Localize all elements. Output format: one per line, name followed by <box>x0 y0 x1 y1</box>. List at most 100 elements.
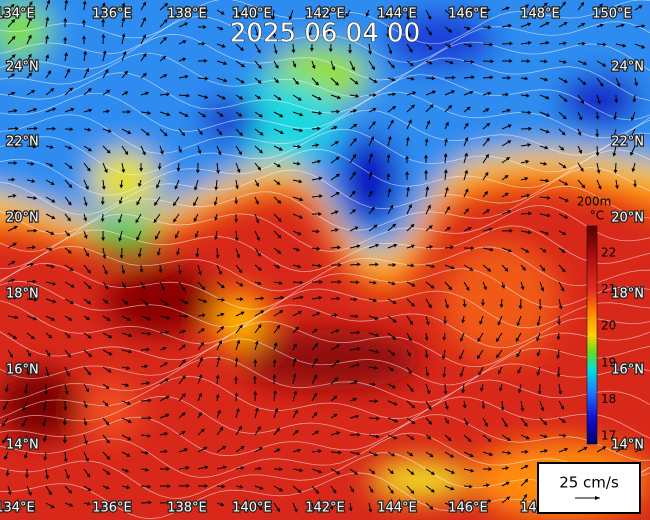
current-arrow <box>178 431 186 436</box>
current-arrow <box>153 213 161 223</box>
current-arrow <box>368 485 374 493</box>
current-arrow <box>292 77 299 85</box>
current-arrow <box>501 481 510 487</box>
current-arrow <box>518 298 523 310</box>
current-arrow <box>368 399 379 404</box>
current-arrow <box>330 313 339 318</box>
latitude-label: 20°N <box>6 211 39 226</box>
current-arrow <box>462 298 467 308</box>
current-arrow <box>159 3 169 11</box>
current-arrow <box>292 161 301 166</box>
current-arrow <box>292 390 297 402</box>
current-arrow <box>349 123 358 130</box>
current-arrow <box>198 25 207 29</box>
current-arrow <box>102 264 108 275</box>
current-arrow <box>64 179 73 189</box>
current-arrow <box>215 374 220 385</box>
current-arrow <box>406 417 416 425</box>
current-arrow <box>178 483 190 488</box>
current-arrow <box>45 54 49 62</box>
current-arrow <box>214 213 218 221</box>
current-arrow <box>501 140 512 147</box>
current-arrow <box>306 9 313 20</box>
current-arrow <box>368 280 377 285</box>
current-arrow <box>83 315 91 321</box>
current-arrow <box>159 362 168 368</box>
current-arrow <box>311 159 322 164</box>
current-arrow <box>197 501 207 506</box>
current-arrow <box>26 108 38 113</box>
longitude-label: 138°E <box>167 7 207 22</box>
current-arrow <box>83 145 92 152</box>
current-arrow <box>387 263 397 267</box>
current-arrow <box>368 190 373 198</box>
current-arrow <box>536 315 541 327</box>
current-arrow <box>311 94 322 101</box>
current-arrow <box>140 331 152 336</box>
current-arrow <box>140 500 153 505</box>
current-arrow <box>254 213 260 224</box>
current-arrow <box>520 143 532 147</box>
current-arrow <box>235 94 244 100</box>
current-arrow <box>349 297 358 302</box>
current-arrow <box>254 230 260 242</box>
current-arrow <box>595 111 600 120</box>
current-arrow <box>539 41 550 45</box>
current-arrow <box>100 213 105 223</box>
current-arrow <box>178 393 186 402</box>
current-arrow <box>83 417 88 426</box>
current-arrow <box>64 107 75 113</box>
current-arrow <box>520 465 529 470</box>
current-arrow <box>178 5 190 11</box>
current-arrow <box>64 145 73 150</box>
current-arrow <box>558 264 566 273</box>
current-arrow <box>273 60 279 69</box>
current-arrow <box>459 349 465 360</box>
current-arrow <box>482 483 490 488</box>
current-arrow <box>121 485 131 490</box>
current-arrow <box>178 298 189 305</box>
current-arrow <box>539 111 551 117</box>
current-arrow <box>4 451 9 461</box>
current-arrow <box>7 19 16 28</box>
current-arrow <box>634 5 643 11</box>
current-arrow <box>311 143 320 147</box>
current-arrow <box>215 393 220 402</box>
current-arrow <box>197 356 203 368</box>
current-arrow <box>102 332 113 339</box>
current-arrow <box>43 451 48 461</box>
current-arrow <box>159 19 168 28</box>
current-arrow <box>83 127 92 132</box>
current-arrow <box>387 485 394 495</box>
current-arrow <box>102 349 113 356</box>
current-arrow <box>577 179 586 189</box>
current-arrow <box>501 247 513 253</box>
current-arrow <box>539 21 550 28</box>
current-arrow <box>349 262 361 267</box>
current-arrow <box>140 381 151 385</box>
contour-line <box>0 375 650 420</box>
current-arrow <box>292 264 302 269</box>
current-arrow <box>45 485 52 496</box>
current-arrow <box>539 247 547 253</box>
current-arrow <box>83 400 88 409</box>
current-arrow <box>444 502 453 507</box>
current-arrow <box>292 409 298 419</box>
current-arrow <box>26 89 36 96</box>
longitude-label: 148°E <box>520 7 560 22</box>
current-arrow <box>159 145 164 155</box>
current-arrow <box>368 136 374 147</box>
current-arrow <box>425 264 436 269</box>
current-arrow <box>501 417 508 428</box>
longitude-label: 144°E <box>377 501 417 516</box>
current-arrow <box>7 194 17 198</box>
current-arrow <box>45 298 57 304</box>
current-arrow <box>556 366 561 378</box>
current-arrow <box>349 153 357 164</box>
current-arrow <box>330 395 338 402</box>
current-arrow <box>406 186 410 198</box>
current-arrow <box>461 315 465 324</box>
current-arrow <box>64 315 73 321</box>
current-arrow <box>520 126 533 131</box>
current-arrow <box>539 128 550 134</box>
